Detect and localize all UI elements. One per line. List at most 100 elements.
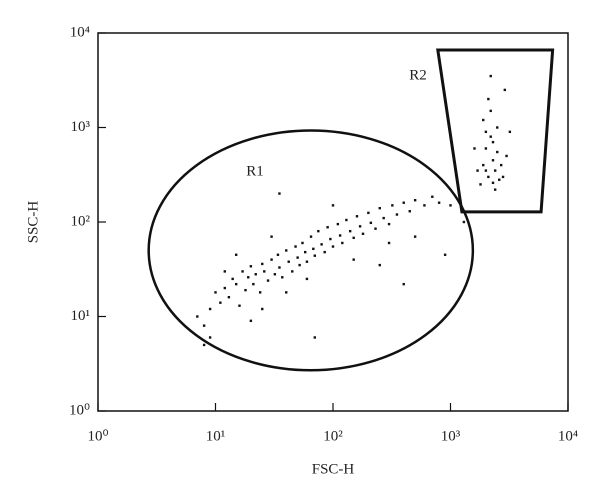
point (367, 211, 370, 215)
point (285, 249, 288, 252)
point (491, 159, 495, 162)
point (244, 288, 247, 292)
point (482, 163, 485, 167)
point (493, 188, 497, 191)
point (505, 154, 508, 158)
point (270, 258, 273, 261)
point (263, 270, 266, 273)
point (223, 286, 227, 290)
point (281, 276, 284, 279)
point (382, 216, 385, 220)
point (336, 222, 340, 226)
point (287, 260, 290, 263)
point (313, 254, 316, 257)
point (387, 241, 391, 245)
y-axis-title: SSC-H (25, 201, 41, 244)
point (496, 126, 499, 129)
point (391, 204, 394, 207)
point (484, 169, 488, 172)
point (312, 247, 315, 251)
point (294, 245, 297, 248)
point (208, 307, 212, 311)
point (331, 245, 335, 248)
gate-label: R2 (409, 67, 427, 83)
point (278, 192, 281, 195)
point (219, 301, 222, 304)
point (498, 178, 501, 181)
point (352, 258, 355, 261)
x-tick-label: 10¹ (206, 428, 226, 444)
point (276, 253, 280, 256)
point (402, 282, 405, 286)
point (443, 253, 447, 256)
y-tick-label: 10⁰ (69, 402, 90, 418)
gate-polygon (436, 48, 555, 214)
y-tick-label: 10⁴ (70, 24, 90, 40)
point (313, 336, 316, 339)
point (291, 270, 294, 273)
point (503, 88, 507, 92)
point (231, 277, 234, 281)
point (338, 234, 342, 237)
y-tick-label: 10² (71, 213, 91, 229)
plot-frame (97, 32, 569, 412)
point (331, 204, 335, 207)
point (234, 253, 238, 256)
point (304, 250, 307, 254)
point (270, 235, 273, 238)
point (249, 265, 253, 268)
point (296, 256, 299, 259)
gate-label: R1 (246, 163, 264, 179)
point (258, 291, 262, 294)
point (196, 315, 199, 318)
x-tick-label: 10⁴ (558, 428, 578, 444)
point (413, 199, 417, 202)
point (317, 229, 320, 233)
point (341, 241, 344, 245)
point (208, 336, 212, 339)
point (285, 291, 288, 294)
point (309, 235, 313, 238)
point (323, 250, 326, 254)
point (482, 118, 485, 122)
point (374, 227, 377, 230)
point (326, 226, 329, 229)
point (462, 220, 466, 224)
point (387, 222, 391, 226)
point (484, 130, 488, 134)
point (249, 319, 253, 323)
point (305, 260, 309, 263)
point (238, 304, 241, 307)
point (252, 282, 255, 286)
point (223, 270, 227, 273)
y-tick-label: 10³ (71, 119, 91, 135)
gate-ellipse (147, 129, 475, 372)
point (247, 276, 250, 279)
point (423, 204, 426, 207)
point (402, 201, 405, 204)
point (479, 183, 482, 186)
point (489, 74, 492, 78)
point (484, 147, 488, 150)
point (329, 237, 332, 241)
point (278, 266, 281, 269)
point (273, 273, 277, 276)
point (491, 140, 495, 144)
x-axis-title: FSC-H (312, 461, 355, 477)
x-tick-label: 10⁰ (87, 428, 108, 444)
point (358, 225, 362, 228)
point (301, 241, 304, 245)
point (352, 236, 355, 240)
point (378, 206, 381, 210)
point (345, 218, 348, 222)
point (499, 163, 503, 167)
point (489, 135, 492, 138)
point (493, 169, 497, 172)
point (348, 229, 352, 233)
point (266, 279, 270, 282)
point (413, 235, 417, 238)
point (437, 201, 441, 204)
point (298, 263, 301, 267)
point (361, 232, 365, 236)
